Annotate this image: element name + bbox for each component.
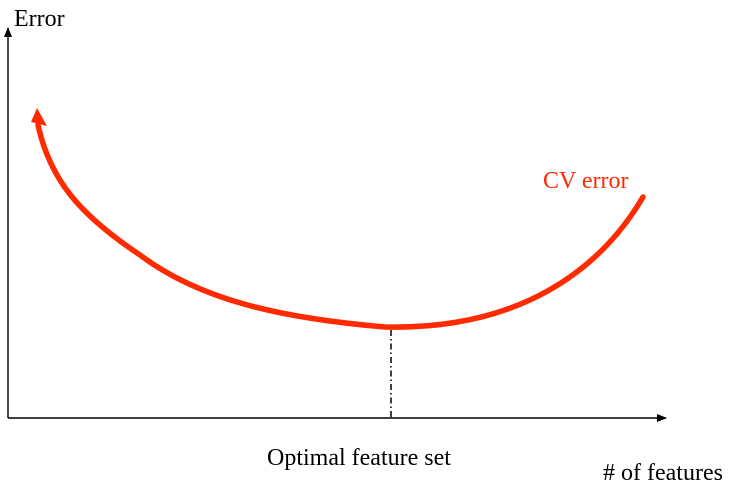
cv-error-label: CV error: [543, 168, 629, 194]
x-axis-label: # of features: [603, 460, 723, 486]
cv-error-curve: [35, 122, 646, 330]
y-axis-label: Error: [14, 6, 65, 32]
optimum-label: Optimal feature set: [267, 445, 451, 471]
cv-error-curve-arrowhead: [31, 108, 47, 126]
